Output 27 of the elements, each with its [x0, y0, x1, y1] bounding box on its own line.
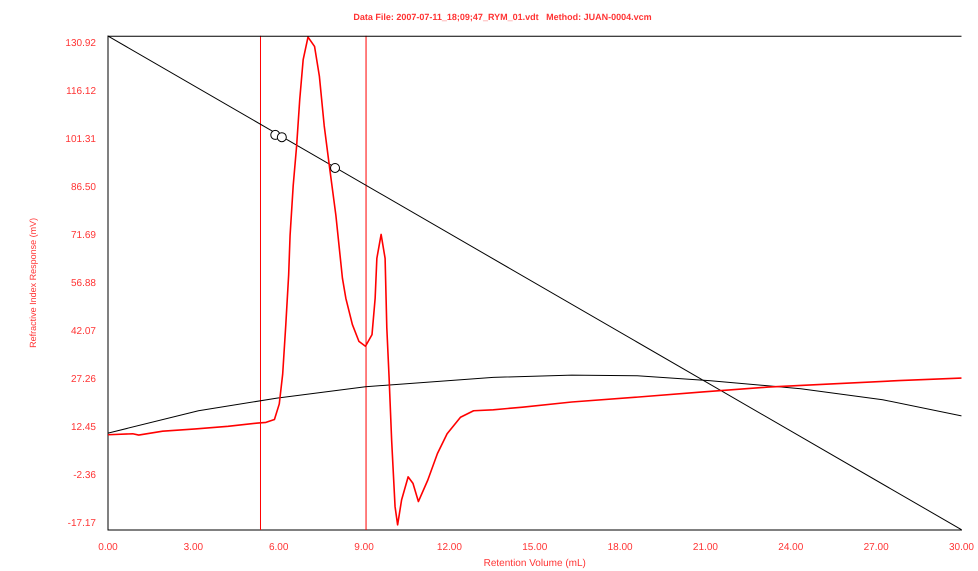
x-tick-label: 6.00: [268, 542, 289, 553]
y-tick-label: 86.50: [70, 182, 96, 194]
y-tick-label: -17.17: [68, 518, 96, 530]
x-tick-label: 3.00: [184, 542, 204, 553]
x-tick-label: 12.00: [436, 542, 462, 553]
y-tick-label: 71.69: [70, 230, 96, 242]
y-axis-title: Refractive Index Response (mV): [28, 218, 38, 348]
y-tick-label: 56.88: [70, 278, 96, 290]
y-tick-label: 27.26: [70, 374, 96, 386]
y-tick-label: 42.07: [70, 326, 96, 338]
y-tick-label: 130.92: [65, 38, 96, 50]
point: [276, 132, 287, 142]
x-tick-label: 15.00: [522, 542, 548, 553]
x-axis-title: Retention Volume (mL): [484, 558, 586, 569]
y-tick-label: 116.12: [66, 86, 96, 98]
y-tick-label: 101.31: [65, 134, 96, 146]
x-tick-label: 18.00: [608, 542, 634, 553]
x-tick-label: 9.00: [354, 542, 374, 553]
y-tick-label: 12.45: [70, 422, 96, 434]
point: [330, 162, 340, 173]
x-tick-label: 21.00: [692, 542, 718, 553]
chart-title: Data File: 2007-07-11_18;09;47_RYM_01.vdt Method: JUAN-0004.vcm: [353, 12, 652, 22]
x-tick-label: 27.00: [864, 542, 890, 553]
x-tick-label: 30.00: [948, 542, 974, 553]
x-tick-label: 0.00: [98, 542, 118, 553]
y-tick-label: -2.36: [73, 470, 96, 482]
x-tick-label: 24.00: [778, 542, 804, 553]
